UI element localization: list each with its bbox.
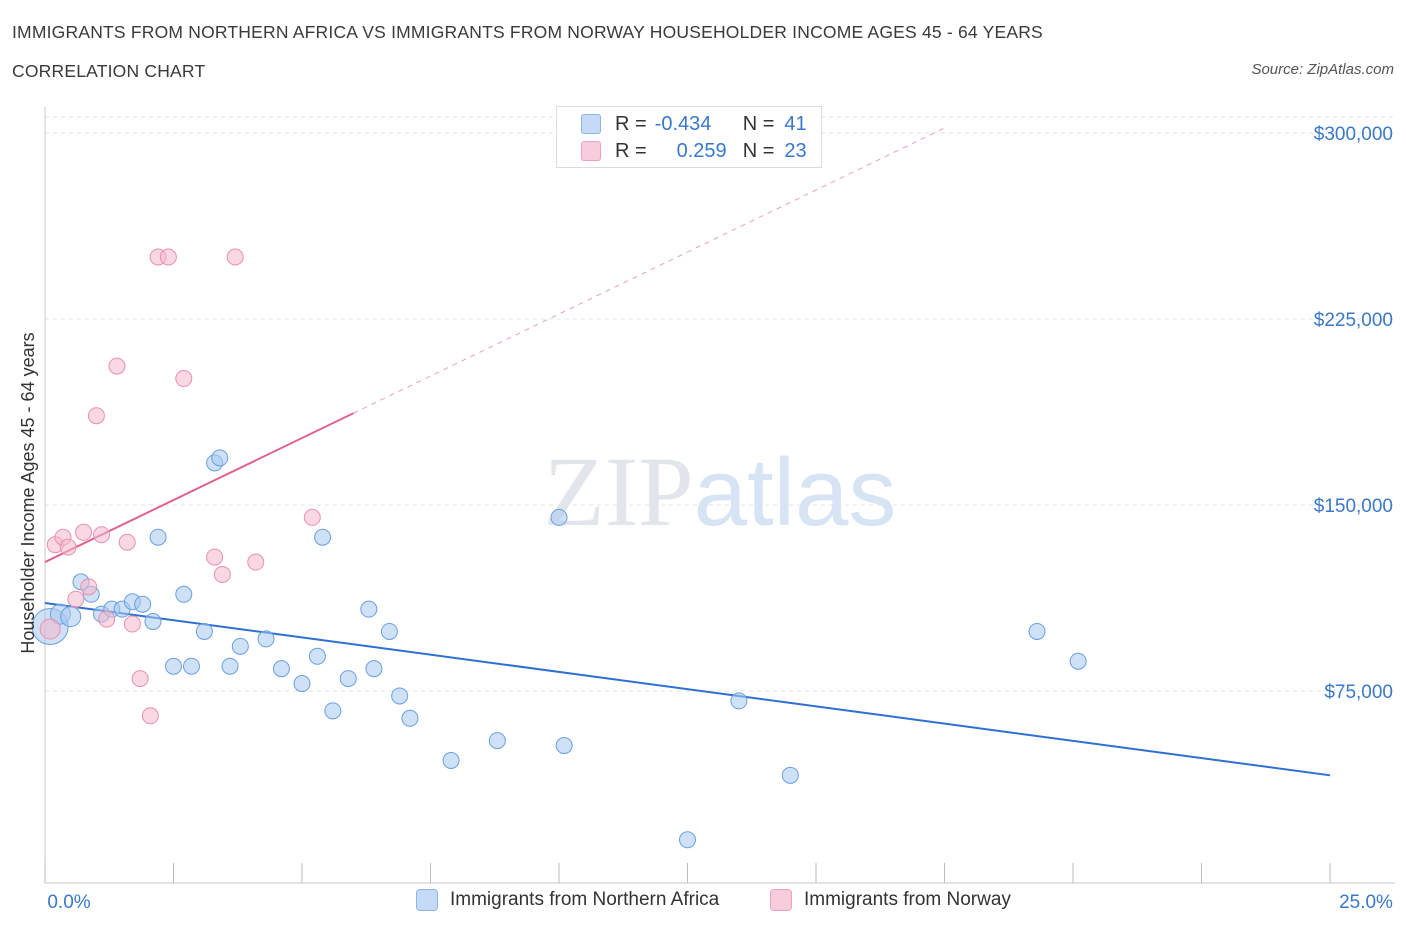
watermark-atlas: atlas [694,439,897,546]
data-point-norway [247,553,265,571]
stats-legend: R = -0.434 N = 41 R = 0.259 N = 23 [556,106,822,168]
x-tick-labels: 0.0% 25.0% [47,892,1393,913]
data-point-norway [159,248,177,266]
data-point-northern-africa [257,630,275,648]
legend-swatch-blue [416,889,438,911]
data-point-norway [59,538,77,556]
data-point-northern-africa [272,660,290,678]
data-point-northern-africa [211,449,229,467]
data-point-norway [141,707,159,725]
y-tick-label: $75,000 [1324,682,1393,703]
legend-swatch-blue [581,114,601,134]
data-point-northern-africa [679,831,696,849]
data-point-norway [75,523,93,541]
y-tick-label: $150,000 [1314,496,1393,517]
data-point-norway [303,508,321,526]
y-tick-label: $300,000 [1314,124,1393,145]
data-point-northern-africa [339,670,357,688]
trend-extension-norway [353,127,945,414]
legend-swatch-pink [581,141,601,161]
x-tick-label: 25.0% [1339,892,1393,913]
data-point-northern-africa [165,657,182,675]
r-label: R = [615,112,647,135]
data-point-northern-africa [391,687,409,705]
r-label: R = [615,139,647,162]
data-point-northern-africa [488,732,506,750]
data-point-norway [131,670,149,688]
data-point-norway [118,533,136,551]
data-point-northern-africa [555,737,573,755]
data-point-norway [98,610,116,628]
stats-row-norway: R = 0.259 N = 23 [581,139,807,163]
data-point-northern-africa [730,692,748,710]
y-tick-labels: $75,000 $150,000 $225,000 $300,000 [1314,124,1393,703]
chart-subtitle: CORRELATION CHART [12,61,206,81]
data-point-northern-africa [365,660,383,678]
data-point-northern-africa [293,675,311,693]
n-value: 23 [784,139,807,162]
data-point-norway [80,578,98,596]
n-value: 41 [784,112,807,135]
legend-item-norway[interactable]: Immigrants from Norway [770,889,1011,911]
data-point-northern-africa [550,508,568,526]
y-tick-label: $225,000 [1314,310,1393,331]
legend-item-northern-africa[interactable]: Immigrants from Northern Africa [416,889,719,911]
data-point-northern-africa [324,702,342,720]
data-point-norway [39,618,61,640]
data-point-northern-africa [134,595,152,613]
data-point-northern-africa [308,647,326,665]
y-axis-label: Householder Income Ages 45 - 64 years [18,332,38,653]
legend-label: Immigrants from Norway [804,889,1011,910]
x-tick-label: 0.0% [47,892,90,913]
data-point-northern-africa [1069,652,1087,670]
data-point-norway [206,548,224,566]
gridlines [45,116,1395,692]
data-point-northern-africa [182,657,200,675]
data-point-northern-africa [221,657,239,675]
data-point-northern-africa [149,528,167,546]
watermark-zip: ZIP [544,436,694,547]
legend-label: Immigrants from Northern Africa [450,889,720,910]
axes [44,107,1395,884]
data-point-norway [226,248,244,266]
n-label: N = [742,112,775,135]
data-point-northern-africa [144,613,162,631]
data-point-northern-africa [231,637,249,655]
r-value: -0.434 [654,112,712,135]
data-point-northern-africa [1028,622,1046,640]
legend-swatch-pink [770,889,792,911]
data-point-northern-africa [60,606,82,628]
data-point-norway [87,407,105,425]
data-points [31,248,1087,849]
data-point-northern-africa [314,528,332,546]
data-point-northern-africa [380,622,398,640]
stats-row-northern-africa: R = -0.434 N = 41 [581,112,807,136]
data-point-northern-africa [360,600,378,618]
watermark: ZIPatlas [544,436,897,547]
data-point-northern-africa [401,709,419,727]
data-point-northern-africa [781,766,799,784]
trend-line-northern-africa [44,601,1331,777]
data-point-northern-africa [442,751,460,769]
data-point-northern-africa [195,622,213,640]
chart-title: IMMIGRANTS FROM NORTHERN AFRICA VS IMMIG… [12,22,1043,42]
data-point-northern-africa [175,585,193,603]
data-point-norway [213,565,231,583]
data-point-norway [175,370,193,388]
trend-line-norway [44,412,354,563]
n-label: N = [742,139,775,162]
r-value: 0.259 [676,139,727,162]
data-point-norway [108,357,126,375]
data-point-norway [93,526,111,544]
data-point-norway [123,615,141,633]
source-label: Source: ZipAtlas.com [1251,61,1394,78]
data-point-norway [67,590,85,608]
